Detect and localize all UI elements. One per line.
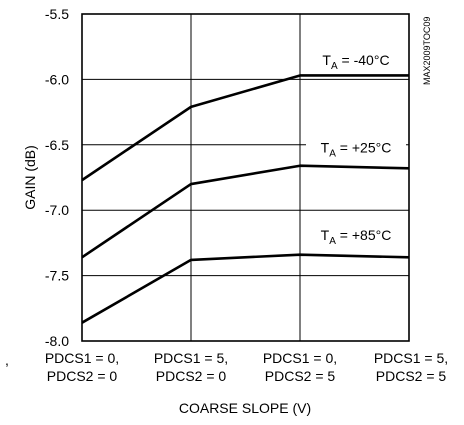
y-tick-label: -6.0 <box>45 71 69 87</box>
series-line <box>81 253 410 324</box>
y-tick-label: -7.0 <box>45 202 69 218</box>
x-tick-label: PDCS2 = 0 <box>47 368 118 384</box>
series-line <box>81 74 409 182</box>
series-labels: TA = -40°C TA = +25°C TA = +85°C <box>306 50 406 247</box>
figure-id-label: MAX2009TOC09 <box>422 17 432 85</box>
series-line <box>81 164 410 259</box>
y-tick-labels: -5.5 -6.0 -6.5 -7.0 -7.5 -8.0 <box>45 6 69 349</box>
y-tick-label: -8.0 <box>45 333 69 349</box>
plot-frame <box>81 13 410 342</box>
x-tick-labels: PDCS1 = 0, PDCS2 = 0 PDCS1 = 5, PDCS2 = 0 PD… <box>45 350 448 384</box>
series-label: TA = +85°C <box>321 227 392 247</box>
series-label: TA = -40°C <box>322 52 389 72</box>
x-tick-label: PDCS1 = 5, <box>374 350 448 366</box>
y-axis-title: GAIN (dB) <box>22 145 38 210</box>
x-tick-label: PDCS2 = 5 <box>376 368 447 384</box>
x-tick-label: PDCS1 = 0, <box>45 350 119 366</box>
y-tick-label: -7.5 <box>45 268 69 284</box>
x-axis-title: COARSE SLOPE (V) <box>179 400 311 416</box>
series-label-bg <box>306 50 406 70</box>
y-tick-label: -5.5 <box>45 6 69 22</box>
series-label-bg <box>306 226 406 246</box>
x-tick-label: PDCS2 = 5 <box>265 368 336 384</box>
series-label: TA = +25°C <box>321 139 392 159</box>
series-lines <box>81 74 410 324</box>
stray-comma-mark: , <box>5 352 9 368</box>
x-tick-label: PDCS1 = 5, <box>154 350 228 366</box>
series-label-bg <box>306 138 406 158</box>
y-tick-label: -6.5 <box>45 137 69 153</box>
x-tick-label: PDCS1 = 0, <box>263 350 337 366</box>
x-tick-label: PDCS2 = 0 <box>156 368 227 384</box>
